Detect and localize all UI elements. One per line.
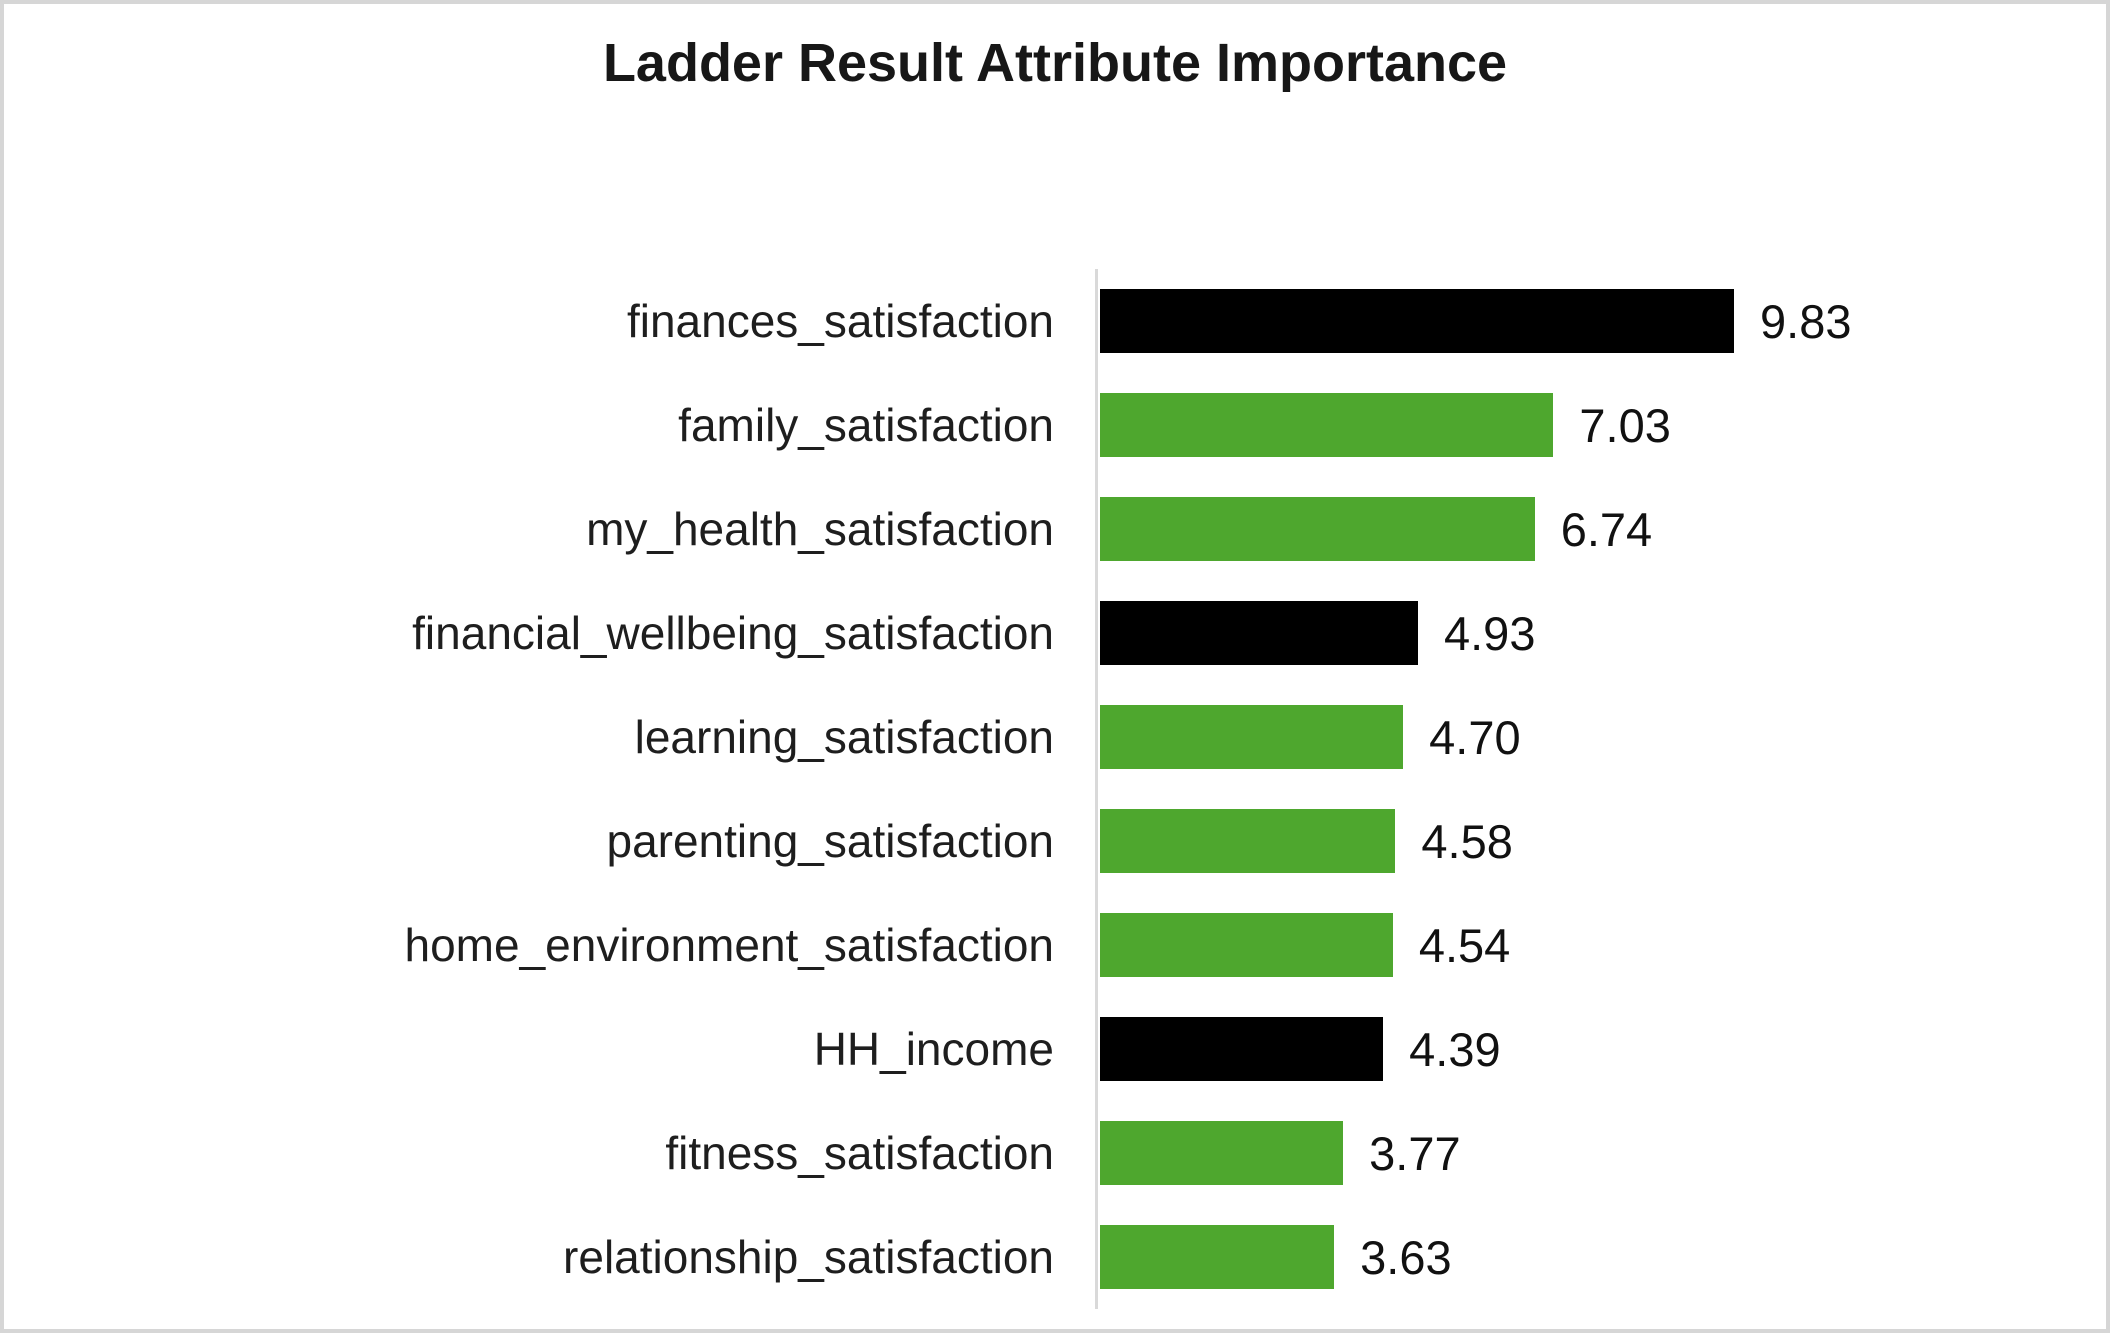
plot-cell: 4.54 [1054,893,2110,997]
bar-chart: finances_satisfaction 9.83 family_satisfac… [4,269,2110,1309]
value-label: 4.58 [1421,814,1513,868]
bar-learning_satisfaction [1100,705,1404,769]
chart-row: learning_satisfaction 4.70 [4,685,2110,789]
category-label: my_health_satisfaction [586,503,1054,555]
bar-fitness_satisfaction [1100,1121,1344,1185]
plot-cell: 4.93 [1054,581,2110,685]
category-label: HH_income [813,1023,1054,1075]
chart-row: fitness_satisfaction 3.77 [4,1101,2110,1205]
value-label: 4.93 [1443,606,1536,660]
bar-family_satisfaction [1100,393,1554,457]
category-label: parenting_satisfaction [606,815,1054,867]
plot-cell: 7.03 [1054,373,2110,477]
plot-cell: 3.77 [1054,1101,2110,1205]
plot-cell: 6.74 [1054,477,2110,581]
chart-rows: finances_satisfaction 9.83 family_satisfac… [4,269,2110,1309]
plot-cell: 3.63 [1054,1205,2110,1309]
chart-row: parenting_satisfaction 4.58 [4,789,2110,893]
bar-my_health_satisfaction [1100,497,1535,561]
value-label: 6.74 [1560,502,1653,556]
chart-row: home_environment_satisfaction 4.54 [4,893,2110,997]
chart-row: family_satisfaction 7.03 [4,373,2110,477]
value-label: 3.63 [1360,1230,1452,1284]
plot-cell: 4.70 [1054,685,2110,789]
value-label: 4.54 [1418,918,1511,972]
bar-parenting_satisfaction [1100,809,1396,873]
value-label: 4.70 [1429,710,1521,764]
plot-cell: 4.58 [1054,789,2110,893]
plot-cell: 9.83 [1054,269,2110,373]
bar-home_environment_satisfaction [1100,913,1393,977]
chart-title: Ladder Result Attribute Importance [602,33,1508,93]
category-label: relationship_satisfaction [563,1231,1054,1283]
category-label: finances_satisfaction [626,295,1054,347]
value-label: 3.77 [1369,1126,1461,1180]
bar-finances_satisfaction [1100,289,1735,353]
chart-row: financial_wellbeing_satisfaction 4.93 [4,581,2110,685]
bar-financial_wellbeing_satisfaction [1100,601,1418,665]
category-label: fitness_satisfaction [665,1127,1054,1179]
value-label: 9.83 [1760,294,1852,348]
category-label: learning_satisfaction [634,711,1054,763]
chart-row: HH_income 4.39 [4,997,2110,1101]
plot-cell: 4.39 [1054,997,2110,1101]
category-label: family_satisfaction [678,399,1054,451]
bar-HH_income [1100,1017,1384,1081]
bar-relationship_satisfaction [1100,1225,1335,1289]
chart-row: my_health_satisfaction 6.74 [4,477,2110,581]
value-label: 7.03 [1579,398,1671,452]
value-label: 4.39 [1409,1022,1501,1076]
chart-row: finances_satisfaction 9.83 [4,269,2110,373]
chart-row: relationship_satisfaction 3.63 [4,1205,2110,1309]
category-label: home_environment_satisfaction [404,919,1054,971]
category-label: financial_wellbeing_satisfaction [412,607,1054,659]
category-axis-line [1095,269,1098,1309]
